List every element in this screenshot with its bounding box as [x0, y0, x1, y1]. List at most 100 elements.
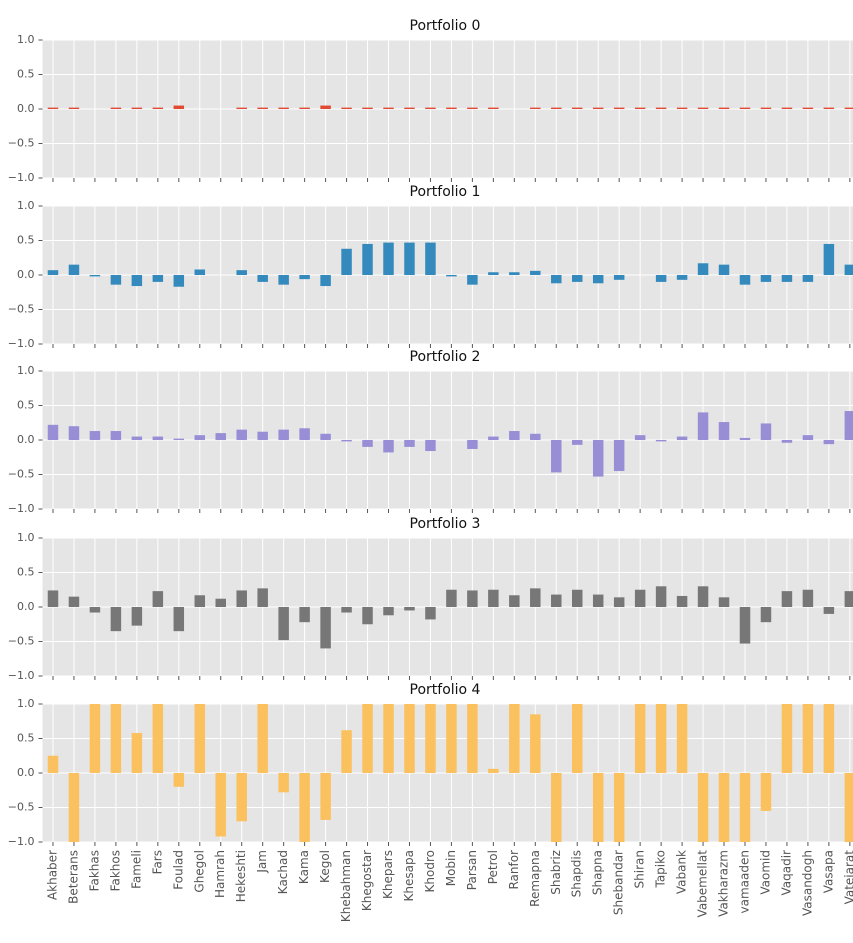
y-tick-label: 1.0: [17, 697, 35, 710]
bar: [530, 588, 541, 607]
bar: [551, 773, 562, 842]
bar: [383, 704, 394, 773]
bar: [173, 105, 185, 109]
x-tick-label: Petrol: [486, 850, 500, 884]
bar: [383, 607, 394, 616]
bar: [530, 107, 541, 109]
y-tick-label: 0.0: [17, 268, 35, 281]
bar: [404, 107, 415, 109]
bar: [739, 107, 751, 109]
x-tick-label: Akhaber: [45, 850, 59, 900]
bar: [320, 275, 331, 287]
x-tick-label: Vabank: [675, 850, 689, 894]
x-tick-label: Shabriz: [549, 850, 563, 895]
bar: [68, 264, 80, 275]
bar: [446, 589, 457, 607]
bar: [509, 431, 520, 440]
bar: [781, 275, 793, 282]
x-tick-label: Ghegol: [192, 850, 206, 893]
bar: [823, 704, 835, 773]
bar: [131, 436, 143, 440]
bar: [739, 607, 751, 644]
y-tick-label: −1.0: [8, 171, 35, 184]
y-tick-label: −0.5: [8, 303, 35, 316]
bar: [676, 436, 688, 440]
x-tick-label: Hamrah: [213, 850, 227, 898]
bar: [173, 773, 185, 787]
x-tick-label: Mobin: [444, 850, 458, 886]
bar: [718, 107, 730, 109]
bar: [152, 107, 164, 109]
bar: [467, 440, 478, 449]
bar: [425, 107, 436, 109]
bar: [173, 275, 185, 287]
bar: [488, 768, 499, 773]
bar: [488, 589, 499, 607]
bar: [257, 588, 268, 607]
bar: [655, 586, 667, 607]
bar: [152, 704, 164, 773]
bar: [236, 107, 247, 109]
bar: [592, 773, 604, 842]
y-tick-label: −0.5: [8, 801, 35, 814]
bar: [68, 773, 80, 842]
bar: [194, 269, 206, 275]
x-tick-label: Foulad: [171, 850, 185, 890]
y-tick-label: 0.5: [17, 732, 35, 745]
bar: [571, 704, 583, 773]
bar: [802, 704, 814, 773]
bar: [194, 435, 206, 440]
bar: [760, 423, 772, 440]
bar: [299, 428, 310, 440]
bar: [509, 272, 520, 275]
bar: [802, 589, 814, 607]
bar: [89, 431, 101, 440]
bar: [844, 264, 853, 275]
bar: [68, 596, 80, 607]
bar: [488, 272, 499, 275]
y-tick-label: 0.0: [17, 433, 35, 446]
bar: [89, 607, 101, 613]
bar: [655, 704, 667, 773]
bar: [299, 275, 310, 280]
bar: [467, 704, 478, 773]
x-tick-label: Vatejarat: [842, 850, 853, 905]
bar: [152, 591, 164, 607]
bar: [299, 773, 310, 842]
bar: [613, 275, 625, 280]
bar: [844, 411, 853, 440]
x-tick-label: Fakhas: [87, 850, 101, 891]
bar: [844, 591, 853, 607]
bar: [173, 607, 185, 632]
bar: [634, 589, 646, 607]
bar: [718, 597, 730, 607]
bar: [362, 440, 373, 447]
bar: [592, 440, 604, 477]
x-tick-label: Hekeshti: [234, 850, 248, 902]
bar: [278, 773, 289, 793]
x-tick-label: Khebahman: [339, 850, 353, 922]
bar: [299, 607, 310, 623]
bar: [509, 704, 520, 773]
bar: [760, 773, 772, 811]
y-tick-label: −0.5: [8, 635, 35, 648]
y-tick-label: 1.0: [17, 199, 35, 212]
bar: [110, 431, 122, 440]
bar: [697, 412, 709, 440]
y-tick-label: 0.0: [17, 600, 35, 613]
bar: [236, 270, 247, 275]
bar: [613, 107, 625, 109]
y-tick-label: 0.5: [17, 399, 35, 412]
bar: [592, 594, 604, 607]
bar: [823, 607, 835, 614]
bar: [530, 270, 541, 275]
x-tick-label: Shiran: [633, 850, 647, 888]
bar: [152, 436, 164, 440]
bar: [425, 607, 436, 620]
bar: [760, 107, 772, 109]
bar: [425, 704, 436, 773]
bar: [655, 275, 667, 282]
x-tick-label: Kegol: [318, 850, 332, 883]
x-tick-label: Beterans: [66, 850, 80, 904]
y-tick-label: 0.5: [17, 68, 35, 81]
